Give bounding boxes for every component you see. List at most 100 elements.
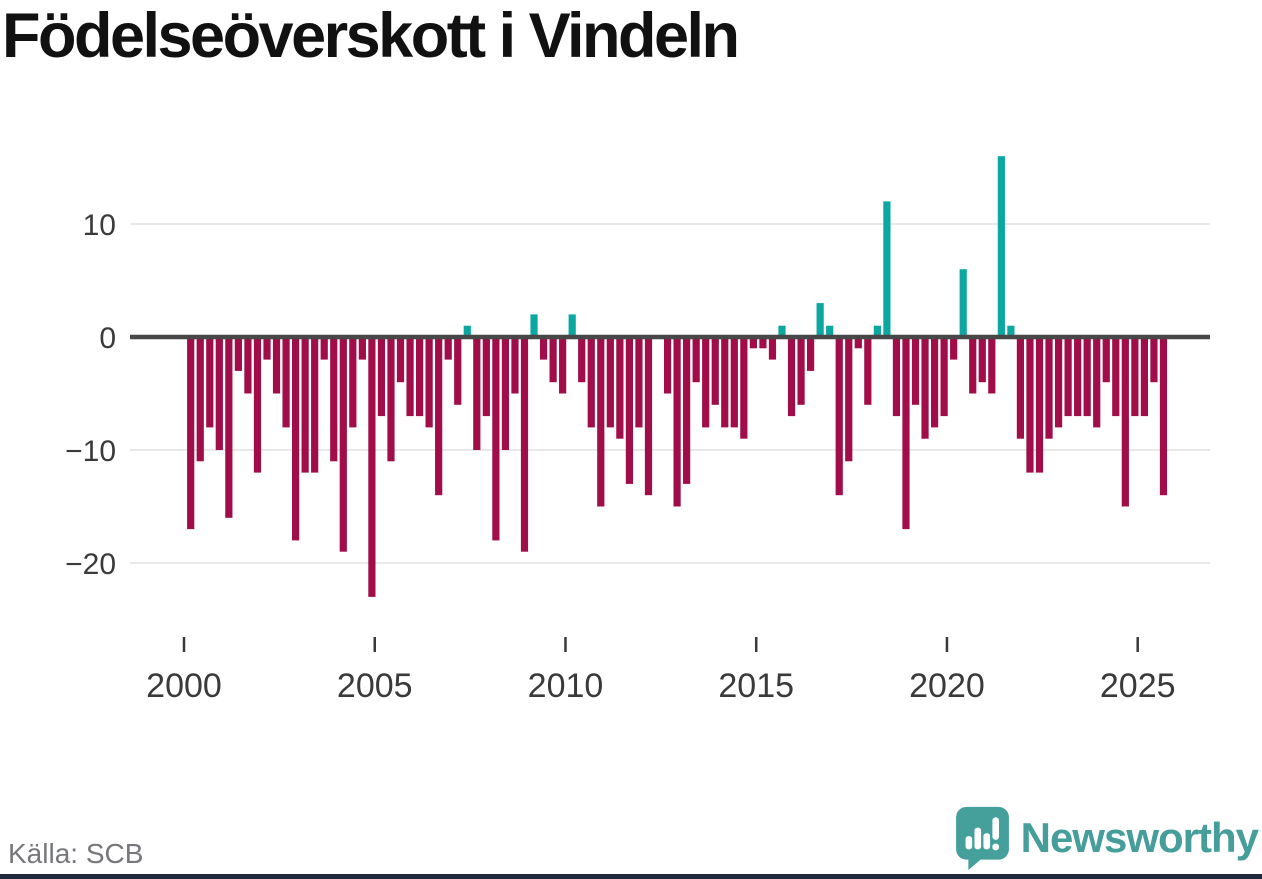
speech-bubble-shape: [955, 806, 1009, 870]
bar-2011-q4: [635, 337, 643, 428]
bar-2009-q3: [549, 337, 557, 383]
bar-2023-q2: [1074, 337, 1082, 417]
y-tick-label-10: 10: [83, 209, 116, 242]
bar-2016-q4: [826, 325, 834, 337]
bar-2024-q3: [1121, 337, 1129, 507]
bar-2024-q4: [1131, 337, 1139, 417]
bar-2012-q4: [673, 337, 681, 507]
x-tick-label-2000: 2000: [146, 667, 222, 705]
y-tick-label-0: 0: [99, 322, 116, 355]
x-tick-label-2015: 2015: [718, 667, 794, 705]
bar-2012-q3: [663, 337, 672, 394]
bar-2018-q1: [873, 325, 881, 337]
bar-2022-q4: [1054, 337, 1063, 428]
bar-2001-q3: [244, 337, 252, 394]
birth-surplus-bar-chart: 10 0 −10 −20 2000 2005 2010 2015 2020 2025: [65, 156, 1210, 705]
bar-2002-q4: [292, 337, 300, 541]
bar-2022-q2: [1035, 337, 1044, 473]
bar-2010-q1: [568, 314, 576, 337]
x-tick-label-2020: 2020: [909, 667, 985, 705]
bar-2008-q4: [520, 337, 529, 552]
bar-2021-q1: [988, 337, 996, 394]
bar-2013-q3: [702, 337, 710, 428]
y-tick-labels: 10 0 −10 −20: [65, 209, 116, 581]
bar-2021-q2: [997, 156, 1005, 337]
bar-2023-q4: [1093, 337, 1101, 428]
bar-2020-q2: [959, 269, 967, 337]
bar-2007-q3: [473, 337, 481, 450]
bar-2018-q3: [892, 337, 901, 417]
x-tick-labels: 2000 2005 2010 2015 2020 2025: [146, 667, 1175, 705]
y-tick-label--20: −20: [65, 548, 116, 581]
bar-2007-q4: [482, 337, 490, 417]
bar-2021-q4: [1016, 337, 1025, 439]
logo-exclamation-dot: [992, 843, 999, 850]
bar-2007-q1: [454, 337, 462, 405]
bar-2003-q1: [301, 337, 309, 473]
bar-2022-q1: [1026, 337, 1034, 473]
bar-2017-q4: [864, 337, 872, 405]
bar-2014-q2: [730, 337, 738, 428]
logo-exclamation-stem: [992, 816, 999, 840]
bar-2004-q1: [339, 337, 347, 552]
bar-2005-q4: [406, 337, 414, 417]
bar-2005-q3: [396, 337, 405, 383]
bar-2020-q3: [969, 337, 977, 394]
bar-2019-q2: [921, 337, 929, 439]
bar-2019-q1: [911, 337, 920, 405]
bar-2001-q1: [225, 337, 233, 518]
bar-2013-q4: [711, 337, 719, 405]
bar-2017-q3: [854, 337, 862, 349]
bar-2012-q1: [644, 337, 653, 496]
bar-2002-q3: [282, 337, 290, 428]
bar-2011-q1: [606, 337, 614, 428]
bar-2003-q4: [330, 337, 338, 462]
bar-2018-q4: [902, 337, 910, 530]
bar-2004-q4: [368, 337, 376, 597]
bar-2010-q4: [597, 337, 605, 507]
bar-2010-q2: [578, 337, 586, 383]
bar-2014-q4: [749, 337, 757, 349]
bar-2016-q2: [807, 337, 815, 371]
bar-2019-q3: [930, 337, 939, 428]
bar-2008-q2: [501, 337, 510, 450]
footer-accent-bar: [0, 874, 1262, 879]
bar-2016-q3: [816, 303, 824, 337]
newsworthy-brand: Newsworthy: [954, 800, 1259, 875]
bar-2008-q1: [492, 337, 500, 541]
bar-2023-q1: [1064, 337, 1072, 417]
bar-2013-q1: [683, 337, 691, 484]
bar-2004-q2: [349, 337, 357, 428]
bar-2000-q3: [206, 337, 214, 428]
x-tick-label-2005: 2005: [337, 667, 413, 705]
bar-2025-q1: [1140, 337, 1148, 417]
page-title: Födelseöverskott i Vindeln: [2, 1, 740, 71]
bar-2000-q4: [215, 337, 223, 450]
x-ticks: [182, 637, 1139, 652]
bar-2017-q2: [845, 337, 853, 462]
bar-2008-q3: [511, 337, 519, 394]
bar-2020-q1: [950, 337, 958, 360]
bar-2015-q4: [787, 337, 796, 417]
bar-2016-q1: [797, 337, 805, 405]
bar-2007-q2: [463, 325, 471, 337]
bar-2006-q4: [444, 337, 452, 360]
bar-2001-q4: [253, 337, 262, 473]
bar-2024-q1: [1102, 337, 1110, 383]
bar-2014-q3: [740, 337, 748, 439]
bars: [187, 156, 1168, 597]
bar-2015-q2: [768, 337, 777, 360]
bar-2020-q4: [978, 337, 986, 383]
bar-2003-q3: [320, 337, 328, 360]
bar-2011-q3: [625, 337, 633, 484]
brand-wordmark: Newsworthy: [1020, 813, 1259, 861]
bar-2021-q3: [1007, 325, 1015, 337]
bar-2017-q1: [835, 337, 843, 496]
logo-bar-2: [974, 827, 981, 849]
bar-2018-q2: [883, 201, 891, 337]
bar-2006-q3: [435, 337, 443, 496]
logo-bar-1: [965, 835, 972, 849]
bar-2005-q1: [377, 337, 386, 417]
y-tick-label--10: −10: [65, 435, 116, 468]
bar-2009-q2: [539, 337, 548, 360]
